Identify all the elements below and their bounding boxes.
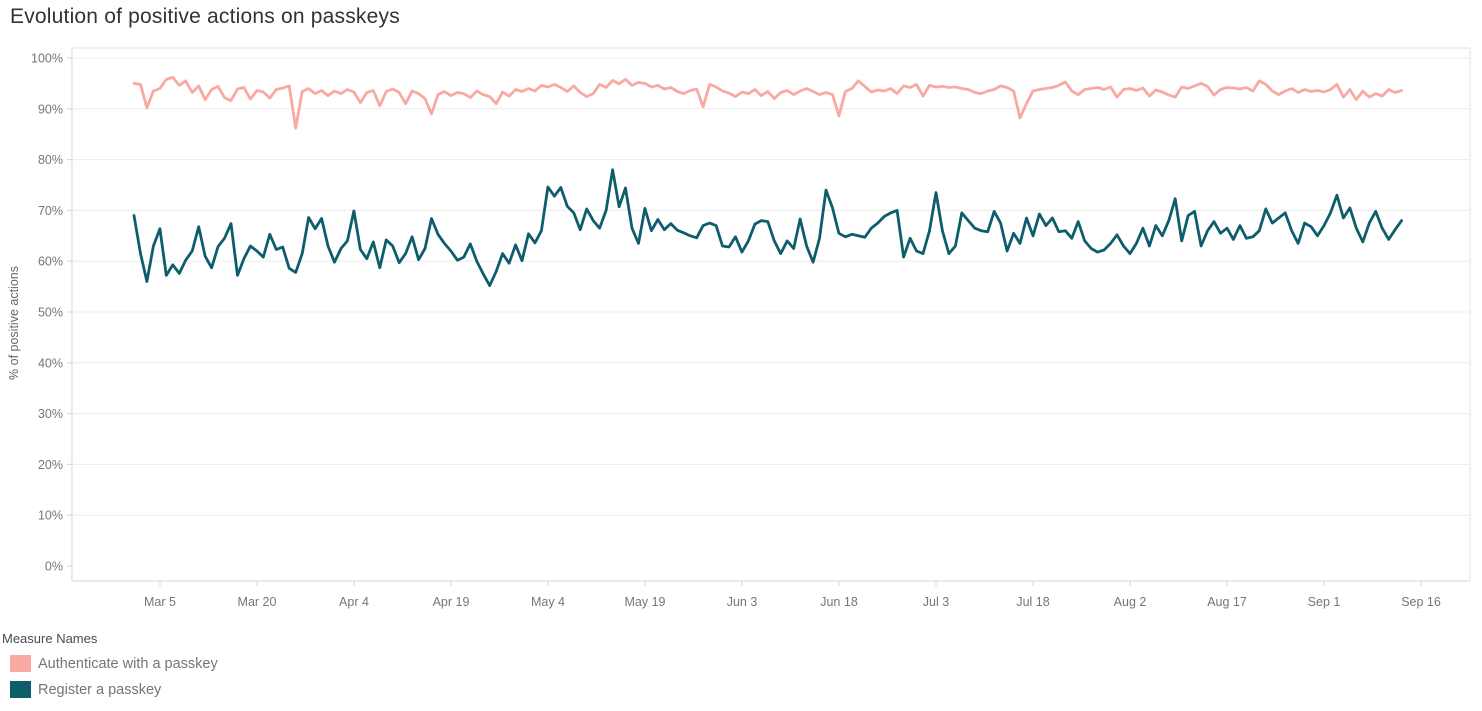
legend-title: Measure Names: [2, 631, 98, 646]
series-line-authenticate[interactable]: [132, 75, 1403, 130]
chart-title: Evolution of positive actions on passkey…: [10, 5, 400, 28]
y-tick-label: 80%: [38, 153, 63, 167]
x-tick-label: May 4: [531, 595, 565, 609]
series-line-register[interactable]: [132, 168, 1403, 288]
x-tick-label: Mar 20: [238, 595, 277, 609]
legend-label-register: Register a passkey: [38, 681, 162, 698]
x-tick-label: Apr 4: [339, 595, 369, 609]
y-tick-label: 60%: [38, 255, 63, 269]
x-tick-label: Aug 2: [1114, 595, 1147, 609]
x-tick-label: Jun 3: [727, 595, 758, 609]
y-tick-label: 40%: [38, 356, 63, 370]
legend-item-authenticate[interactable]: Authenticate with a passkey: [2, 655, 322, 672]
x-tick-label: Jul 18: [1016, 595, 1049, 609]
x-tick-label: Aug 17: [1207, 595, 1247, 609]
legend-swatch-authenticate: [10, 655, 31, 672]
x-tick-label: Sep 16: [1401, 595, 1441, 609]
y-tick-label: 30%: [38, 407, 63, 421]
y-tick-label: 100%: [31, 52, 63, 66]
y-axis-title: % of positive actions: [7, 266, 21, 380]
y-tick-label: 70%: [38, 204, 63, 218]
y-tick-label: 0%: [45, 560, 63, 574]
x-tick-label: Jul 3: [923, 595, 949, 609]
x-tick-label: May 19: [625, 595, 666, 609]
legend-swatch-register: [10, 681, 31, 698]
y-tick-label: 20%: [38, 458, 63, 472]
y-tick-label: 10%: [38, 509, 63, 523]
x-tick-label: Sep 1: [1308, 595, 1341, 609]
legend-label-authenticate: Authenticate with a passkey: [38, 655, 218, 672]
y-tick-label: 90%: [38, 102, 63, 116]
legend-item-register[interactable]: Register a passkey: [2, 681, 322, 698]
y-tick-label: 50%: [38, 306, 63, 320]
legend: Measure Names Authenticate with a passke…: [2, 631, 322, 707]
x-tick-label: Jun 18: [820, 595, 858, 609]
x-tick-label: Mar 5: [144, 595, 176, 609]
x-tick-label: Apr 19: [433, 595, 470, 609]
